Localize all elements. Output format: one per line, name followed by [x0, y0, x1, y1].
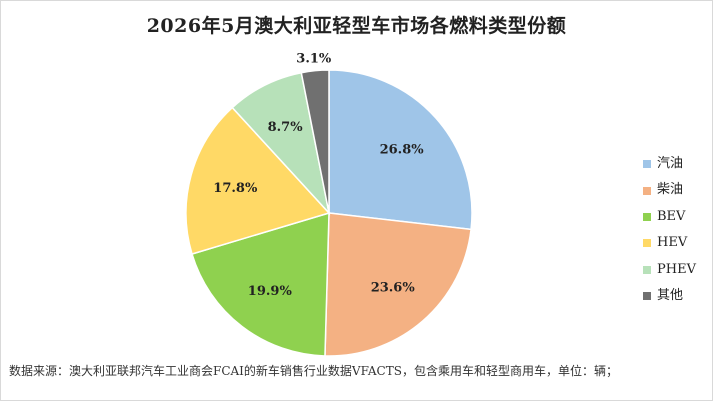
data-label-petrol: 26.8% [380, 142, 425, 157]
legend-item-bev: BEV [643, 204, 696, 230]
legend-label: HEV [657, 235, 688, 251]
data-source-note: 数据来源：澳大利亚联邦汽车工业商会FCAI的新车销售行业数据VFACTS，包含乘… [9, 364, 618, 378]
legend-label: PHEV [657, 261, 696, 277]
legend-swatch [643, 292, 651, 301]
data-label-hev: 17.8% [213, 181, 258, 196]
legend-item-diesel: 柴油 [643, 177, 696, 203]
legend-label: BEV [657, 208, 686, 224]
legend-item-phev: PHEV [643, 257, 696, 283]
legend-item-petrol: 汽油 [643, 151, 696, 177]
pie-slice-diesel [324, 212, 472, 357]
pie-slice-hev [185, 106, 331, 255]
chart-legend: 汽油 柴油 BEV HEV PHEV 其他 [643, 151, 696, 309]
legend-item-hev: HEV [643, 230, 696, 256]
legend-swatch [643, 213, 651, 222]
legend-swatch [643, 186, 651, 195]
data-label-bev: 19.9% [248, 284, 293, 299]
data-label-other: 3.1% [296, 52, 332, 67]
pie-slice-petrol [328, 69, 473, 231]
legend-swatch [643, 265, 651, 274]
legend-item-other: 其他 [643, 283, 696, 309]
pie-slice-other [300, 69, 330, 214]
data-label-diesel: 23.6% [371, 281, 416, 296]
legend-swatch [643, 239, 651, 248]
legend-label: 其他 [657, 288, 684, 304]
legend-swatch [643, 160, 651, 169]
legend-label: 汽油 [657, 156, 684, 171]
data-label-phev: 8.7% [268, 120, 304, 135]
pie-slices [185, 69, 473, 357]
legend-label: 柴油 [657, 182, 684, 198]
pie-slice-bev [191, 211, 330, 357]
pie-data-labels: 26.8% 23.6% 19.9% 17.8% 8.7% 3.1% [213, 52, 424, 300]
chart-title: 2026年5月澳大利亚轻型车市场各燃料类型份额 [146, 15, 567, 37]
